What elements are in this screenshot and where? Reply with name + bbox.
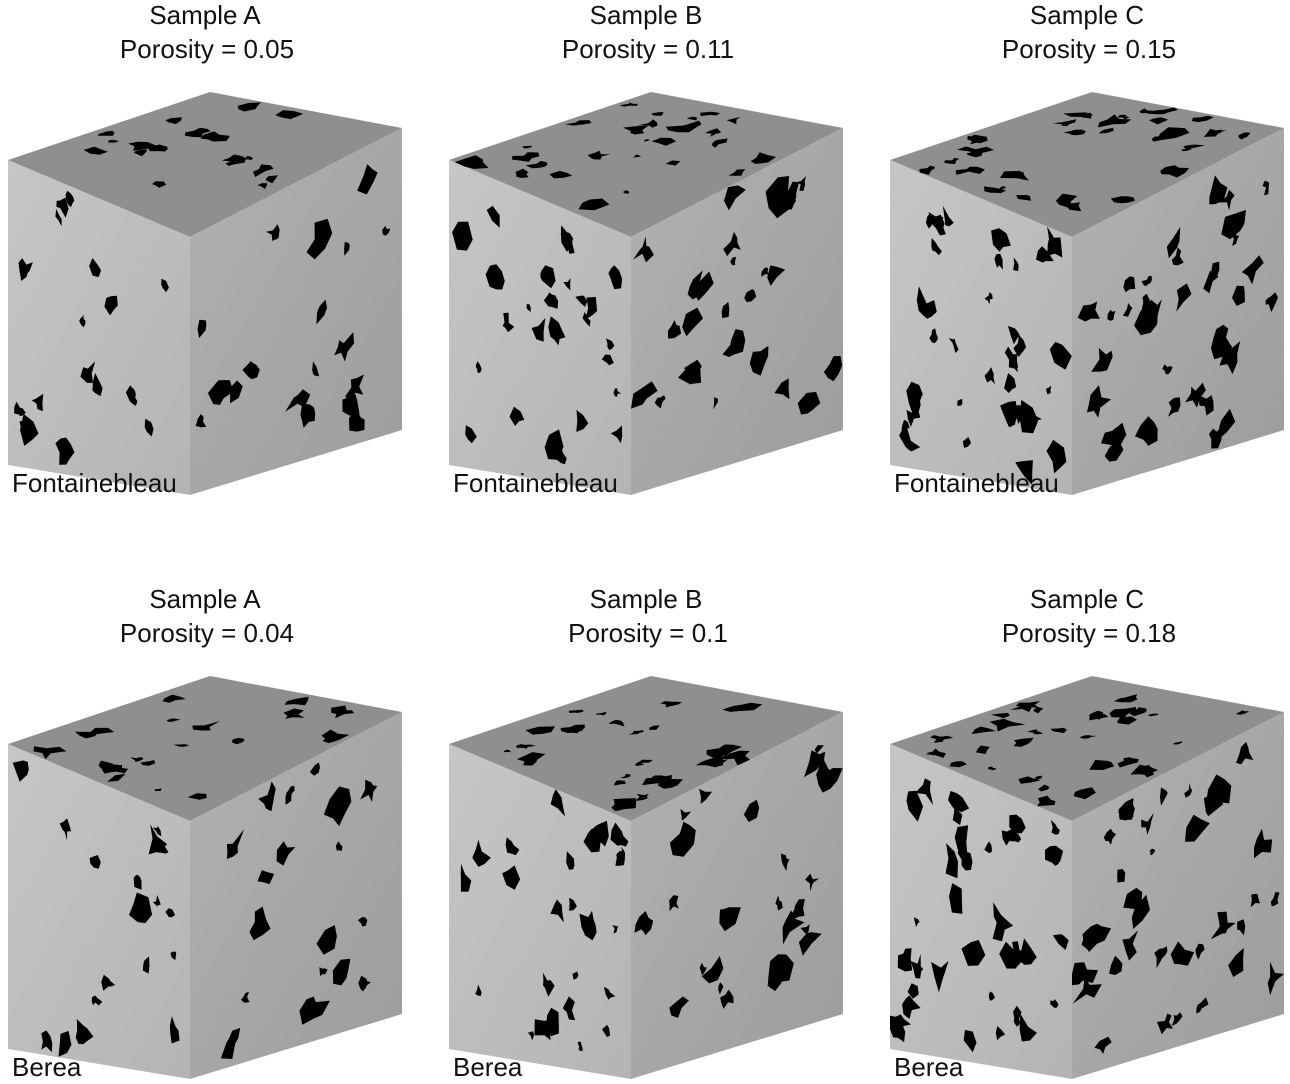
panel-title: Sample A <box>149 584 261 614</box>
rock-label: Berea <box>12 1052 82 1082</box>
porosity-label: Porosity = 0.15 <box>1002 34 1176 64</box>
porosity-label: Porosity = 0.11 <box>562 34 734 64</box>
pore <box>1117 869 1125 883</box>
porosity-label: Porosity = 0.1 <box>568 618 728 648</box>
rock-label: Fontainebleau <box>453 468 618 498</box>
panel-title: Sample B <box>590 0 703 30</box>
rock-label: Fontainebleau <box>894 468 1059 498</box>
rock-label: Berea <box>894 1052 964 1082</box>
porosity-label: Porosity = 0.05 <box>120 34 294 64</box>
panel: Sample B Porosity = 0.1 Berea <box>449 584 843 1082</box>
panel: Sample A Porosity = 0.04 Berea <box>8 584 402 1082</box>
panel: Sample C Porosity = 0.15 Fontainebleau <box>890 0 1284 498</box>
panel-title: Sample B <box>590 584 703 614</box>
rock-label: Berea <box>453 1052 523 1082</box>
rock-label: Fontainebleau <box>12 468 177 498</box>
panel-title: Sample C <box>1030 0 1144 30</box>
panel: Sample C Porosity = 0.18 Berea <box>890 584 1284 1082</box>
panel: Sample A Porosity = 0.05 Fontainebleau <box>8 0 402 498</box>
panel-title: Sample C <box>1030 584 1144 614</box>
panel-title: Sample A <box>149 0 261 30</box>
porosity-label: Porosity = 0.18 <box>1002 618 1176 648</box>
panel: Sample B Porosity = 0.11 Fontainebleau <box>449 0 843 498</box>
porosity-label: Porosity = 0.04 <box>120 618 294 648</box>
figure: Sample APorosity = 0.05FontainebleauSamp… <box>0 0 1290 1084</box>
